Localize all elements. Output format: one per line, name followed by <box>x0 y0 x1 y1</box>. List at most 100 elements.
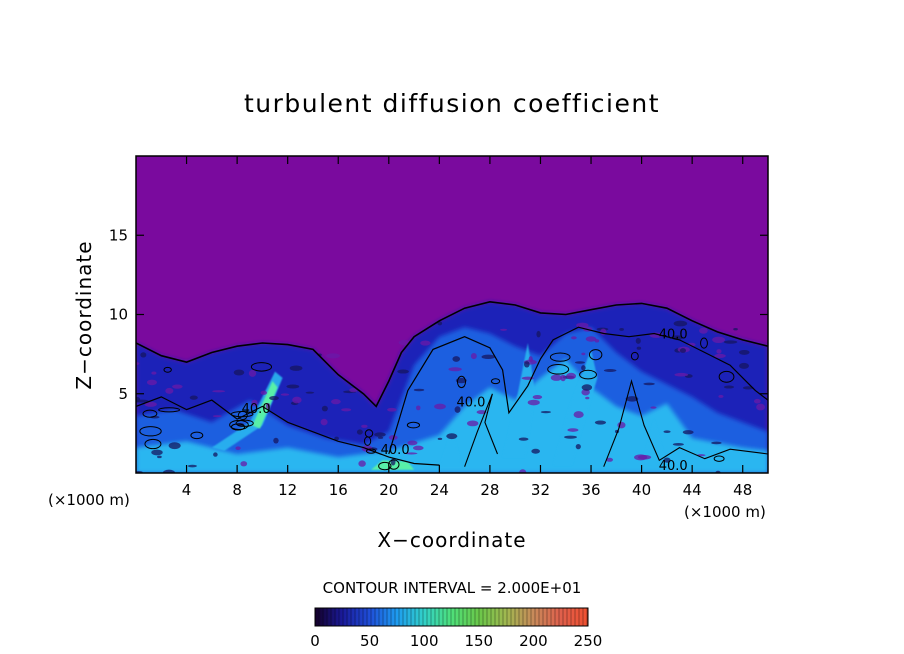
field-eddy <box>663 457 671 463</box>
contour-loop <box>142 409 158 418</box>
field-eddy <box>470 353 477 360</box>
x-tick-label: 36 <box>581 481 600 499</box>
plot-area: 40.0 40.0 40.0 40.0 40.0 <box>136 156 768 473</box>
field-eddy <box>723 385 735 389</box>
field-eddy <box>413 388 425 392</box>
field-eddy <box>560 374 566 382</box>
field-eddy <box>289 365 303 371</box>
field-eddy <box>738 349 750 355</box>
y-axis-label: Z−coordinate <box>72 240 96 389</box>
field-eddy <box>407 440 418 446</box>
field-eddy <box>663 430 671 434</box>
field-eddy <box>140 352 147 358</box>
field-eddy <box>455 377 467 384</box>
field-eddy <box>603 369 617 372</box>
field-eddy <box>212 415 222 418</box>
x-tick-label: 8 <box>232 481 242 499</box>
field-eddy <box>673 320 688 327</box>
x-tick-label: 40 <box>632 481 651 499</box>
field-eddy <box>273 437 279 444</box>
x-tick-label: 20 <box>379 481 398 499</box>
x-tick-label: 12 <box>278 481 297 499</box>
contour-label: 40.0 <box>456 395 485 410</box>
field-eddy <box>540 410 552 414</box>
contour-loop <box>718 370 735 383</box>
field-eddy <box>334 436 339 441</box>
field-eddy <box>637 454 652 460</box>
field-eddy <box>581 352 586 356</box>
field-eddy <box>564 435 577 439</box>
contour-loop <box>163 366 172 373</box>
field-eddy <box>576 322 589 328</box>
contour-loop <box>144 438 162 450</box>
contour-loop <box>406 421 421 429</box>
contour-loop <box>378 461 392 471</box>
field-eddy <box>151 449 163 456</box>
field-eddy <box>136 362 140 366</box>
field-eddy <box>567 428 579 432</box>
contour-loop <box>630 351 639 361</box>
contour-loop <box>158 407 181 413</box>
field-eddy <box>619 327 624 331</box>
field-eddy <box>280 393 290 396</box>
field-eddy <box>733 328 738 331</box>
y-axis: 5 10 15 <box>109 226 768 403</box>
turbulence-field <box>136 301 768 473</box>
contour-loop <box>139 426 162 437</box>
field-eddy <box>527 399 540 406</box>
field-eddy <box>531 448 540 454</box>
field-eddy <box>172 384 183 389</box>
x-axis: 4 8 12 16 20 24 28 32 36 40 44 48 <box>182 156 752 499</box>
field-eddy <box>650 406 657 409</box>
field-eddy <box>518 437 529 441</box>
field-eddy <box>292 396 302 404</box>
field-eddy <box>437 321 443 326</box>
contour-loop <box>363 436 372 446</box>
field-eddy <box>581 384 593 391</box>
contour-loop <box>579 369 597 380</box>
field-eddy <box>144 401 157 407</box>
field-eddy <box>574 361 585 364</box>
contour-loop <box>365 448 377 454</box>
chart-title: turbulent diffusion coefficient <box>244 89 660 118</box>
field-eddy <box>397 369 409 374</box>
contour-loop <box>230 423 246 431</box>
field-eddy <box>571 336 577 340</box>
field-eddy <box>718 394 724 398</box>
field-eddy <box>212 390 226 393</box>
field-eddy <box>454 406 461 413</box>
field-eddy <box>643 382 655 386</box>
field-eddy <box>674 372 689 377</box>
x-tick-label: 44 <box>683 481 702 499</box>
contour-loop <box>190 431 204 440</box>
field-eddy <box>331 399 341 405</box>
field-eddy <box>251 399 258 407</box>
x-tick-label: 4 <box>182 481 192 499</box>
field-region-high <box>136 358 768 473</box>
field-eddy <box>699 327 708 334</box>
field-eddy <box>269 396 279 401</box>
x-axis-label: X−coordinate <box>377 528 526 552</box>
contour-line <box>136 396 440 466</box>
field-eddy <box>519 469 527 473</box>
colorbar-tick-label: 50 <box>360 632 379 650</box>
field-eddy <box>146 379 157 386</box>
field-eddy <box>756 403 766 411</box>
field-eddy <box>235 446 241 451</box>
field-eddy <box>286 384 300 389</box>
field-eddy <box>625 396 639 402</box>
field-eddy <box>260 390 268 395</box>
field-eddy <box>420 340 431 346</box>
field-eddy <box>165 387 174 394</box>
field-streak <box>502 343 536 458</box>
field-eddy <box>187 464 197 468</box>
x-tick-label: 28 <box>480 481 499 499</box>
x-tick-label: 16 <box>329 481 348 499</box>
field-eddy <box>682 430 694 435</box>
x-tick-label: 32 <box>531 481 550 499</box>
field-eddy <box>162 469 176 473</box>
field-eddy <box>672 442 684 446</box>
field-eddy <box>712 336 726 344</box>
contour-loop <box>549 352 571 362</box>
contour-loop <box>588 349 603 361</box>
